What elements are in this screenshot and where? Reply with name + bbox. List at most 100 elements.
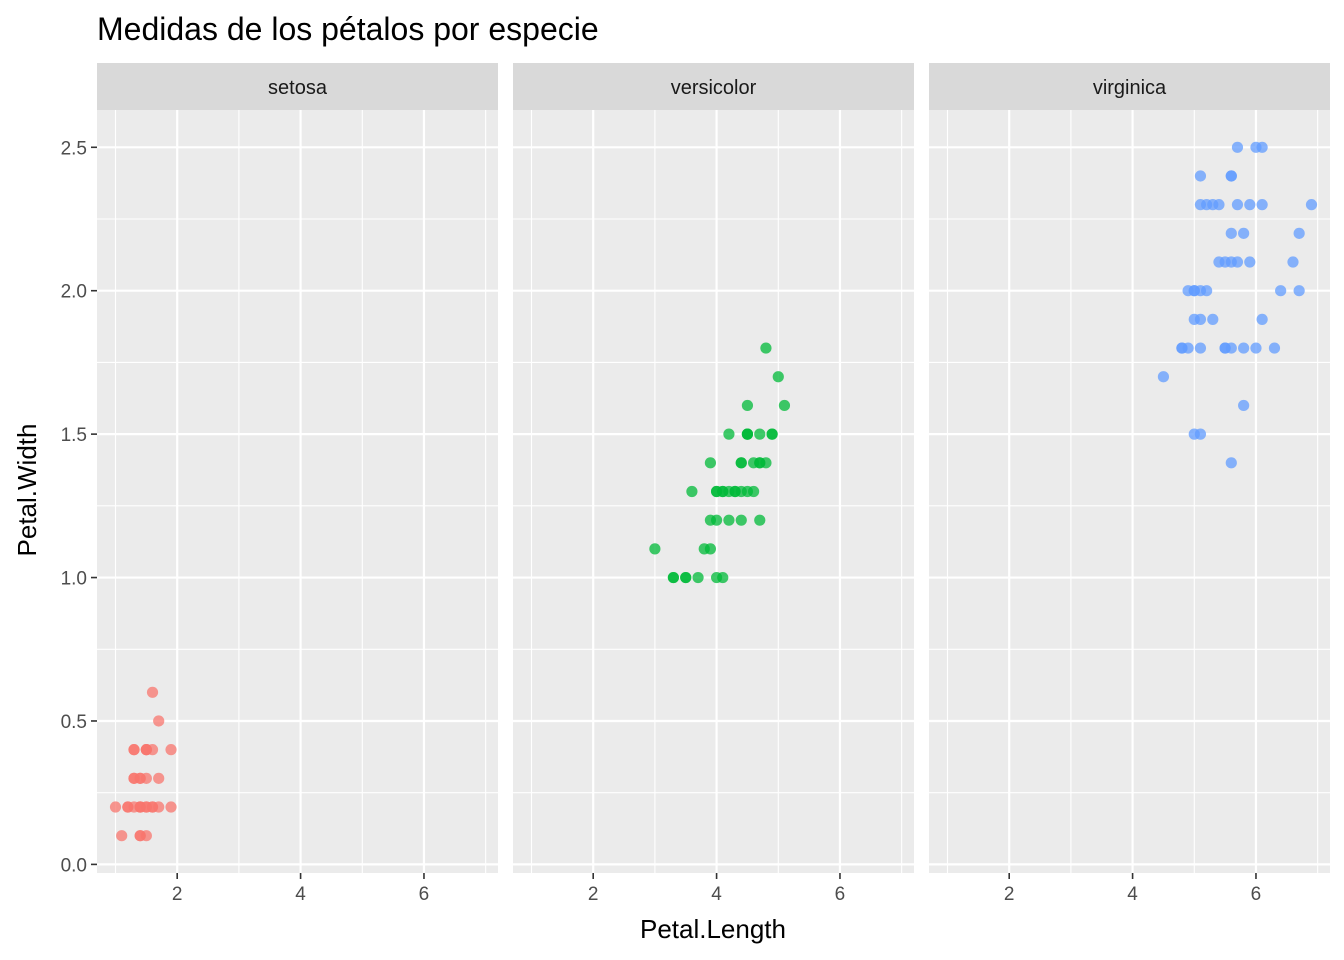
data-point <box>760 457 772 469</box>
data-point <box>134 801 146 813</box>
data-point <box>1231 141 1244 153</box>
data-point <box>1238 342 1250 354</box>
data-point <box>1201 285 1213 297</box>
data-point <box>153 801 165 813</box>
data-point <box>1256 199 1268 211</box>
data-point <box>1213 199 1225 211</box>
chart-title: Medidas de los pétalos por especie <box>97 11 599 47</box>
data-point <box>760 342 772 354</box>
y-tick-label: 1.0 <box>61 569 87 590</box>
facet-setosa: setosa 2 4 6 <box>97 63 498 905</box>
data-point <box>1244 199 1256 211</box>
facet-strip-label: virginica <box>1093 77 1167 99</box>
data-point <box>1287 256 1299 268</box>
y-tick-label: 0.0 <box>61 855 87 876</box>
facet-virginica: virginica 2 4 6 <box>929 63 1330 905</box>
facet-panels: setosa 2 4 6 versicolor 2 4 6 virginica 2 4 6 <box>97 63 1330 905</box>
data-point <box>1275 285 1287 297</box>
data-point <box>153 715 165 727</box>
data-point <box>1231 199 1244 211</box>
data-point <box>1225 227 1237 239</box>
data-point <box>704 543 717 555</box>
data-point <box>116 830 128 842</box>
data-point <box>1231 256 1244 268</box>
data-point <box>1238 227 1250 239</box>
facet-strip <box>97 63 498 110</box>
x-tick-label: 4 <box>1127 884 1138 905</box>
facet-strip-label: setosa <box>268 77 328 99</box>
x-tick-label: 6 <box>419 884 430 905</box>
panel-background <box>97 110 498 873</box>
x-tick-label: 4 <box>711 884 722 905</box>
data-point <box>1194 342 1207 354</box>
data-point <box>735 514 747 526</box>
data-point <box>748 485 760 498</box>
data-point <box>723 514 735 526</box>
data-point <box>146 744 159 756</box>
data-point <box>717 571 729 584</box>
facet-strip-label: versicolor <box>671 77 757 99</box>
data-point <box>772 371 784 383</box>
panel-background <box>929 110 1330 873</box>
points-setosa <box>109 686 177 842</box>
facet-strip <box>513 63 914 110</box>
data-point <box>1305 199 1318 211</box>
data-point <box>723 428 735 440</box>
data-point <box>1225 342 1237 354</box>
x-tick-label: 6 <box>1251 884 1262 905</box>
data-point <box>165 744 177 756</box>
y-tick-label: 0.5 <box>61 712 87 733</box>
data-point <box>692 571 704 584</box>
data-point <box>146 686 159 698</box>
y-tick-label: 1.5 <box>61 425 87 446</box>
data-point <box>1250 342 1262 354</box>
data-point <box>128 744 140 756</box>
data-point <box>109 801 122 813</box>
data-point <box>754 428 766 440</box>
y-axis-title: Petal.Width <box>12 424 42 557</box>
data-point <box>741 428 754 440</box>
data-point <box>1244 256 1256 268</box>
data-point <box>1157 371 1170 383</box>
data-point <box>134 830 146 842</box>
facet-versicolor: versicolor 2 4 6 <box>513 63 914 905</box>
data-point <box>1225 170 1237 182</box>
data-point <box>710 514 723 526</box>
data-point <box>667 571 680 584</box>
data-point <box>741 399 754 412</box>
data-point <box>1293 227 1305 239</box>
data-point <box>1238 399 1250 412</box>
data-point <box>704 457 717 469</box>
x-tick-label: 4 <box>295 884 306 905</box>
y-tick-label: 2.5 <box>61 138 87 159</box>
data-point <box>686 485 698 498</box>
y-tick-label: 2.0 <box>61 282 87 303</box>
data-point <box>165 801 177 813</box>
points-virginica <box>1157 141 1318 469</box>
x-tick-label: 2 <box>172 884 183 905</box>
data-point <box>1182 342 1194 354</box>
data-point <box>1194 170 1207 182</box>
data-point <box>766 428 778 440</box>
x-tick-label: 2 <box>1004 884 1015 905</box>
data-point <box>1225 457 1237 469</box>
data-point <box>1293 285 1305 297</box>
data-point <box>1268 342 1281 354</box>
data-point <box>1194 428 1207 440</box>
data-point <box>754 514 766 526</box>
facet-strip <box>929 63 1330 110</box>
data-point <box>735 457 747 469</box>
data-point <box>649 543 661 555</box>
data-point <box>1194 313 1207 325</box>
data-point <box>153 772 165 784</box>
data-point <box>1256 141 1268 153</box>
data-point <box>1256 313 1268 325</box>
data-point <box>1207 313 1219 325</box>
data-point <box>778 399 791 412</box>
points-versicolor <box>649 342 791 584</box>
x-tick-label: 2 <box>588 884 599 905</box>
x-axis-title: Petal.Length <box>640 914 786 944</box>
x-tick-label: 6 <box>835 884 846 905</box>
data-point <box>680 571 692 584</box>
